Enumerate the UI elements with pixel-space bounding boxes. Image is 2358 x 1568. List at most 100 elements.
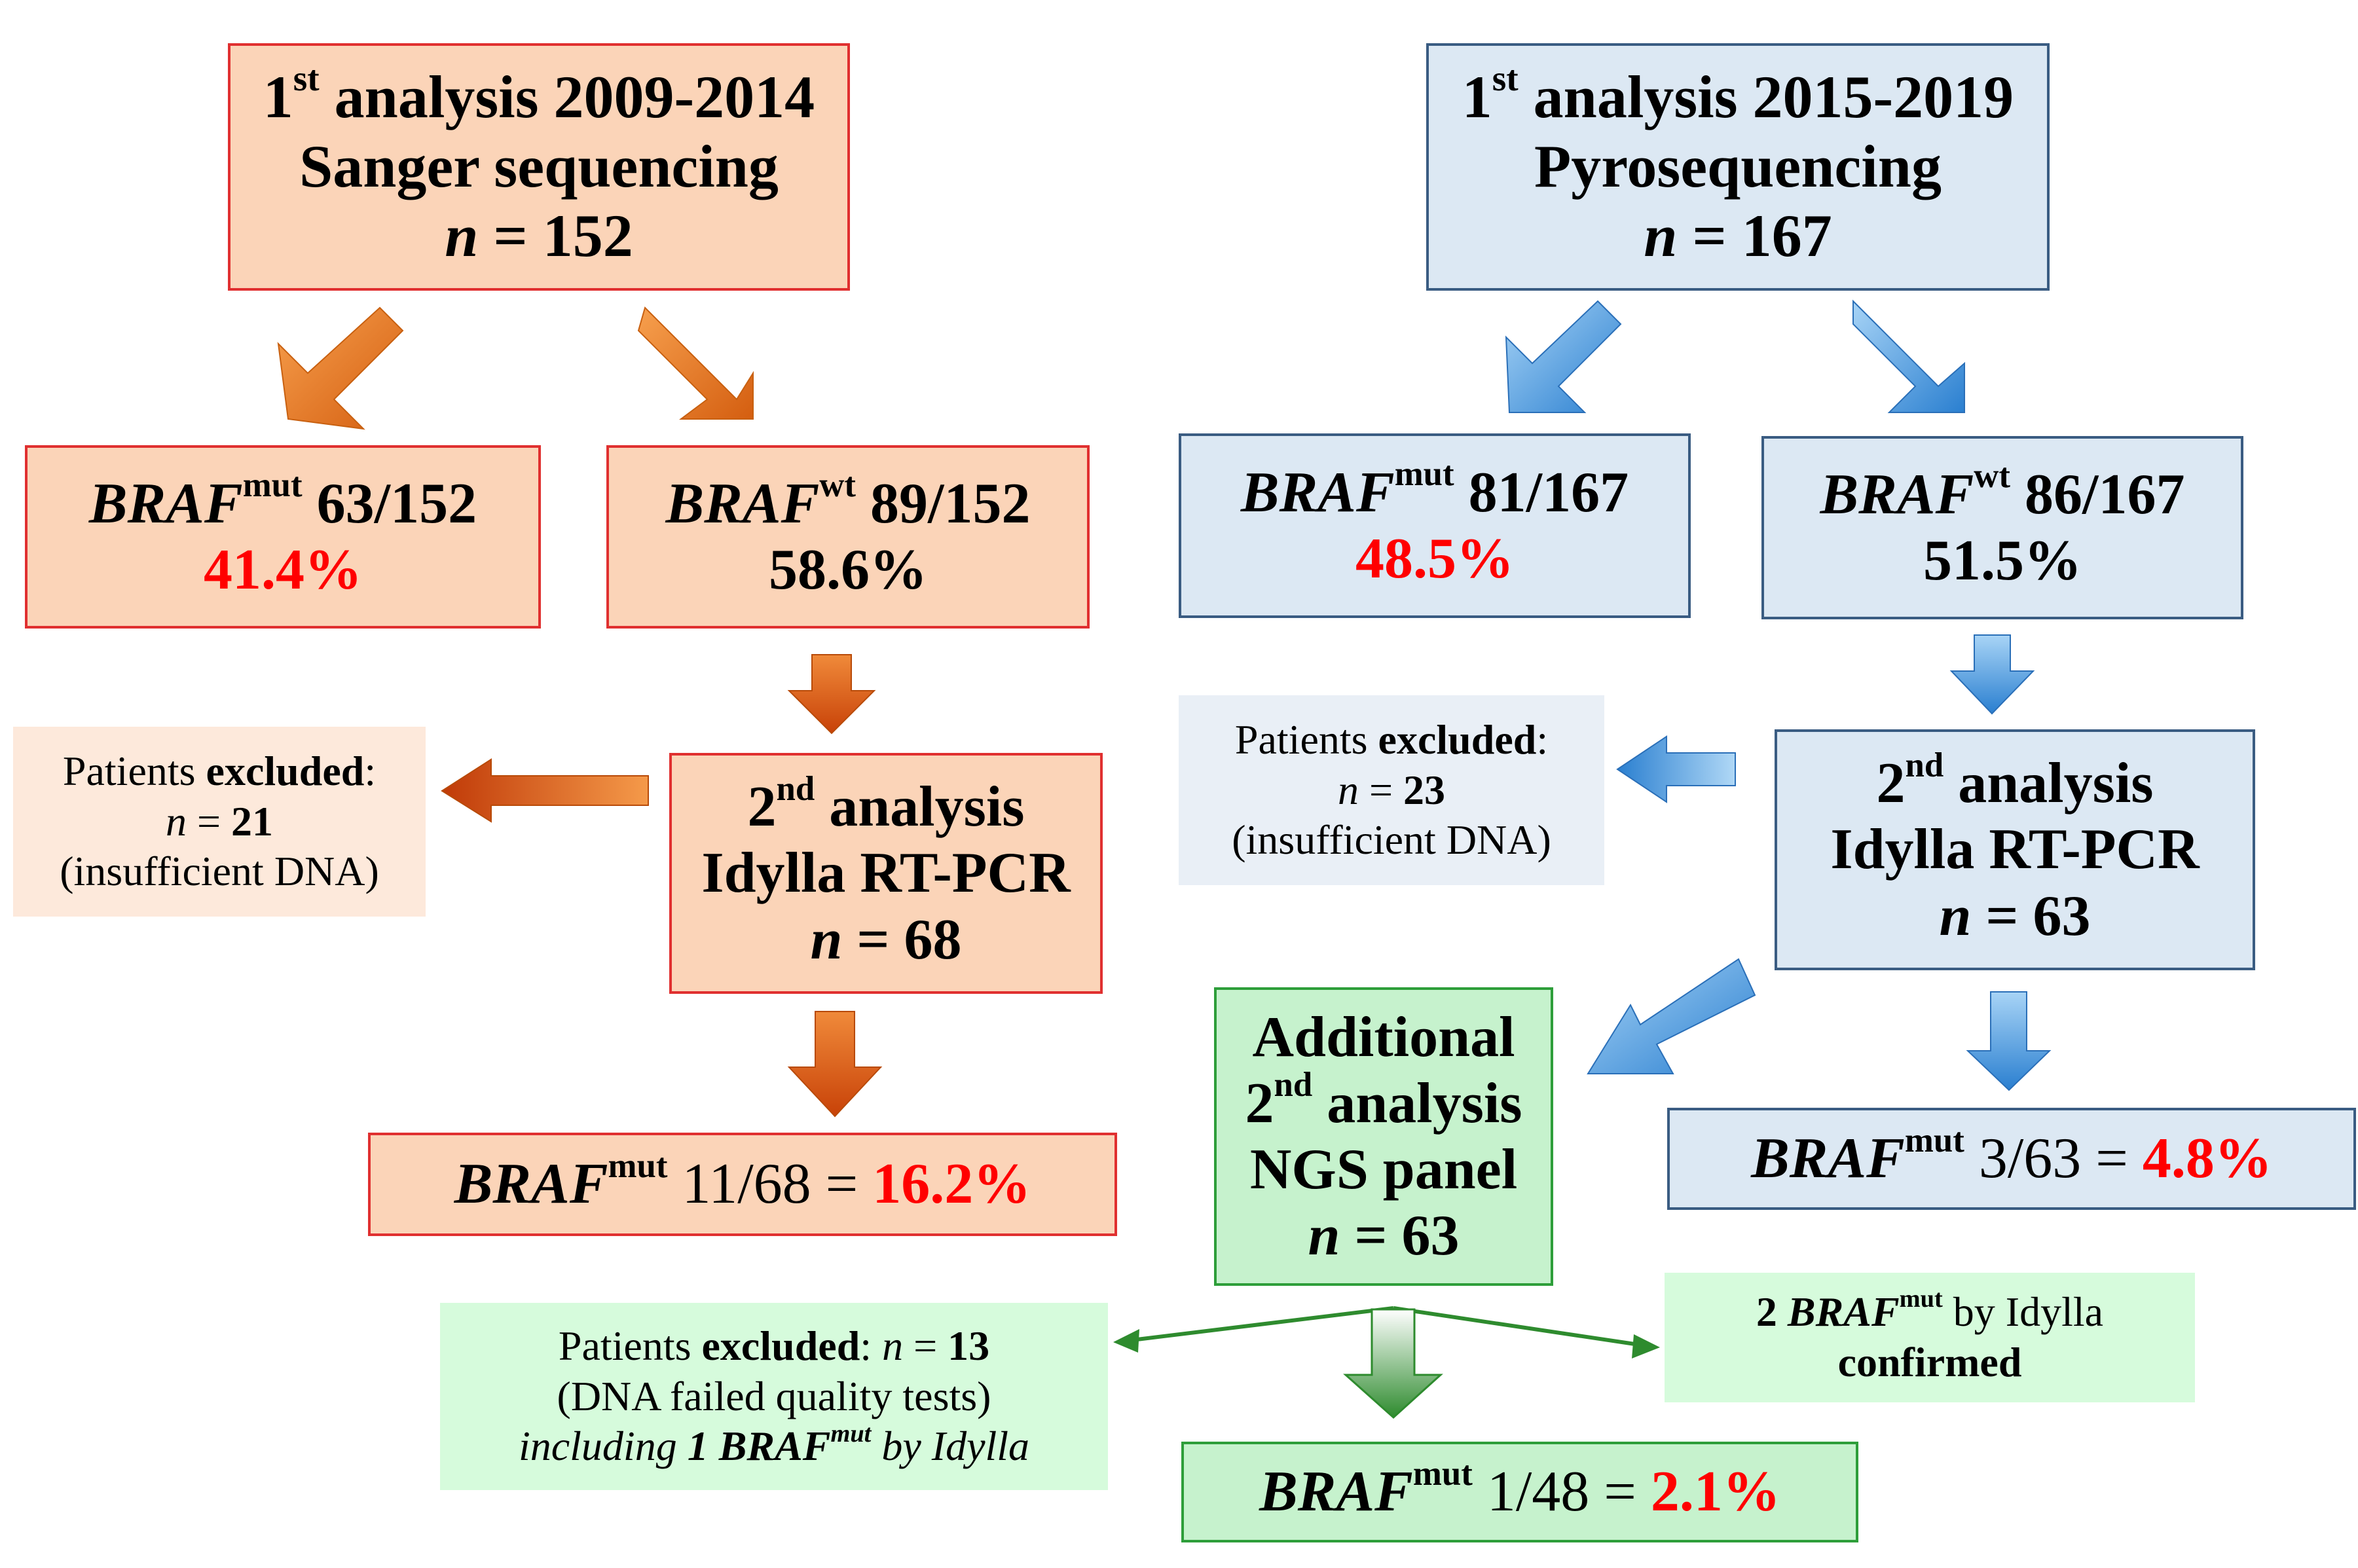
right-mut-sup: mut bbox=[1394, 455, 1454, 494]
right-excluded-colon: : bbox=[1536, 716, 1549, 763]
arrow-right-second-to-result bbox=[1966, 991, 2052, 1091]
arrow-left-second-to-excluded bbox=[441, 758, 649, 823]
ngs-excluded-note: Patients excluded: n = 13 (DNA failed qu… bbox=[440, 1303, 1108, 1490]
left-excluded-reason: (insufficient DNA) bbox=[60, 848, 379, 895]
arrow-right-first-to-mut bbox=[1505, 300, 1622, 413]
ngs-result-box: BRAFmut 1/48 = 2.1% bbox=[1181, 1442, 1858, 1542]
right-excluded-note: Patients excluded: n = 23 (insufficient … bbox=[1179, 695, 1604, 885]
left-mut-pct: 41.4% bbox=[204, 538, 362, 602]
arrow-green-ngs-to-result bbox=[1343, 1308, 1443, 1419]
confirmed-word: confirmed bbox=[1837, 1339, 2022, 1385]
right-second-ord-sup: nd bbox=[1905, 746, 1944, 784]
ngs-result-sup: mut bbox=[1412, 1454, 1473, 1493]
left-wt-frac: 89/152 bbox=[870, 471, 1031, 536]
ngs-excluded-reason: (DNA failed quality tests) bbox=[557, 1372, 991, 1419]
ngs-n-value: = 63 bbox=[1354, 1204, 1460, 1268]
left-excluded-n-value: 21 bbox=[231, 797, 274, 845]
left-second-ord: 2 bbox=[747, 775, 777, 839]
left-excluded-bold: excluded bbox=[206, 747, 365, 794]
right-first-title: analysis 2015-2019 bbox=[1533, 64, 2014, 131]
right-wt-sup: wt bbox=[1974, 457, 2011, 496]
left-wt-gene: BRAF bbox=[665, 471, 820, 536]
arrow-left-second-to-result bbox=[787, 1011, 883, 1118]
left-second-n-value: = 68 bbox=[857, 907, 962, 972]
confirmed-note: 2 BRAFmut by Idylla confirmed bbox=[1665, 1273, 2195, 1402]
ngs-result-gene: BRAF bbox=[1259, 1460, 1413, 1524]
right-first-n-label: n bbox=[1644, 202, 1678, 269]
left-first-ord-sup: st bbox=[293, 58, 320, 98]
green-split-lines bbox=[1113, 1306, 1660, 1358]
right-second-ord: 2 bbox=[1876, 752, 1906, 816]
left-wt-box: BRAFwt 89/152 58.6% bbox=[606, 445, 1090, 629]
left-result-frac: 11/68 = bbox=[682, 1152, 858, 1216]
ngs-excluded-prefix: Patients bbox=[558, 1322, 691, 1369]
left-wt-pct: 58.6% bbox=[769, 538, 927, 602]
right-second-n-value: = 63 bbox=[1985, 884, 2091, 948]
arrow-right-second-to-excluded bbox=[1616, 735, 1736, 803]
left-second-n-label: n bbox=[810, 907, 843, 972]
arrow-left-first-to-mut bbox=[277, 306, 404, 430]
right-second-title: analysis bbox=[1958, 752, 2154, 816]
arrow-left-first-to-wt bbox=[637, 306, 754, 420]
confirmed-count: 2 bbox=[1756, 1288, 1777, 1336]
ngs-excluded-incl-sup: mut bbox=[830, 1419, 872, 1448]
left-wt-sup: wt bbox=[819, 466, 857, 505]
left-first-ord: 1 bbox=[263, 64, 293, 131]
right-result-gene: BRAF bbox=[1751, 1127, 1905, 1191]
left-excluded-n-eq: = bbox=[196, 797, 221, 845]
right-wt-frac: 86/167 bbox=[2025, 462, 2185, 526]
ngs-result-frac: 1/48 = bbox=[1486, 1460, 1636, 1524]
left-second-method: Idylla RT-PCR bbox=[701, 841, 1071, 905]
right-first-n-value: = 167 bbox=[1692, 202, 1832, 269]
right-mut-box: BRAFmut 81/167 48.5% bbox=[1179, 433, 1691, 618]
right-result-box: BRAFmut 3/63 = 4.8% bbox=[1667, 1108, 2356, 1210]
confirmed-sup: mut bbox=[1899, 1285, 1943, 1313]
arrow-right-first-to-wt bbox=[1852, 299, 1965, 413]
left-first-title: analysis 2009-2014 bbox=[334, 64, 815, 131]
left-mut-box: BRAFmut 63/152 41.4% bbox=[25, 445, 541, 629]
ngs-line3: NGS panel bbox=[1249, 1138, 1518, 1201]
ngs-ord-sup: nd bbox=[1274, 1066, 1313, 1104]
right-excluded-bold: excluded bbox=[1378, 716, 1537, 763]
arrow-right-wt-to-second bbox=[1949, 634, 2035, 715]
left-second-analysis-box: 2nd analysis Idylla RT-PCR n = 68 bbox=[669, 753, 1103, 994]
arrow-left-wt-to-second bbox=[787, 654, 876, 735]
left-mut-sup: mut bbox=[242, 466, 303, 505]
ngs-line2: analysis bbox=[1327, 1071, 1522, 1135]
right-mut-gene: BRAF bbox=[1240, 460, 1395, 524]
ngs-line1: Additional bbox=[1252, 1005, 1515, 1069]
ngs-excluded-n-label: n bbox=[882, 1322, 904, 1369]
right-excluded-n-eq: = bbox=[1369, 766, 1393, 813]
left-result-gene: BRAF bbox=[454, 1152, 608, 1216]
right-excluded-prefix: Patients bbox=[1234, 716, 1368, 763]
right-result-sup: mut bbox=[1904, 1121, 1964, 1159]
right-first-analysis-box: 1st analysis 2015-2019 Pyrosequencing n … bbox=[1426, 43, 2050, 291]
right-wt-gene: BRAF bbox=[1820, 462, 1974, 526]
right-first-ord-sup: st bbox=[1492, 58, 1519, 98]
right-excluded-n-value: 23 bbox=[1403, 766, 1446, 813]
confirmed-gene: BRAF bbox=[1787, 1288, 1900, 1336]
left-mut-gene: BRAF bbox=[88, 471, 243, 536]
right-second-method: Idylla RT-PCR bbox=[1830, 818, 2200, 882]
left-result-pct: 16.2% bbox=[872, 1152, 1031, 1216]
ngs-excluded-incl-pre: including bbox=[518, 1423, 677, 1470]
right-excluded-reason: (insufficient DNA) bbox=[1232, 816, 1551, 864]
left-excluded-note: Patients excluded: n = 21 (insufficient … bbox=[13, 727, 426, 917]
left-result-box: BRAFmut 11/68 = 16.2% bbox=[368, 1133, 1117, 1236]
left-first-method: Sanger sequencing bbox=[299, 133, 779, 200]
ngs-excluded-incl-post: by Idylla bbox=[881, 1423, 1030, 1470]
right-excluded-n-label: n bbox=[1337, 766, 1359, 813]
arrow-right-second-to-ngs bbox=[1587, 958, 1756, 1074]
right-wt-box: BRAFwt 86/167 51.5% bbox=[1761, 436, 2243, 619]
left-second-title: analysis bbox=[829, 775, 1025, 839]
right-wt-pct: 51.5% bbox=[1923, 529, 2082, 593]
confirmed-by: by Idylla bbox=[1953, 1288, 2104, 1336]
ngs-excluded-n-value: 13 bbox=[948, 1322, 990, 1369]
right-second-n-label: n bbox=[1939, 884, 1972, 948]
left-excluded-n-label: n bbox=[165, 797, 187, 845]
ngs-excluded-n-eq: = bbox=[913, 1322, 938, 1369]
right-mut-pct: 48.5% bbox=[1355, 527, 1514, 591]
left-mut-frac: 63/152 bbox=[316, 471, 477, 536]
ngs-excluded-colon: : bbox=[860, 1322, 872, 1369]
right-first-ord: 1 bbox=[1462, 64, 1492, 131]
